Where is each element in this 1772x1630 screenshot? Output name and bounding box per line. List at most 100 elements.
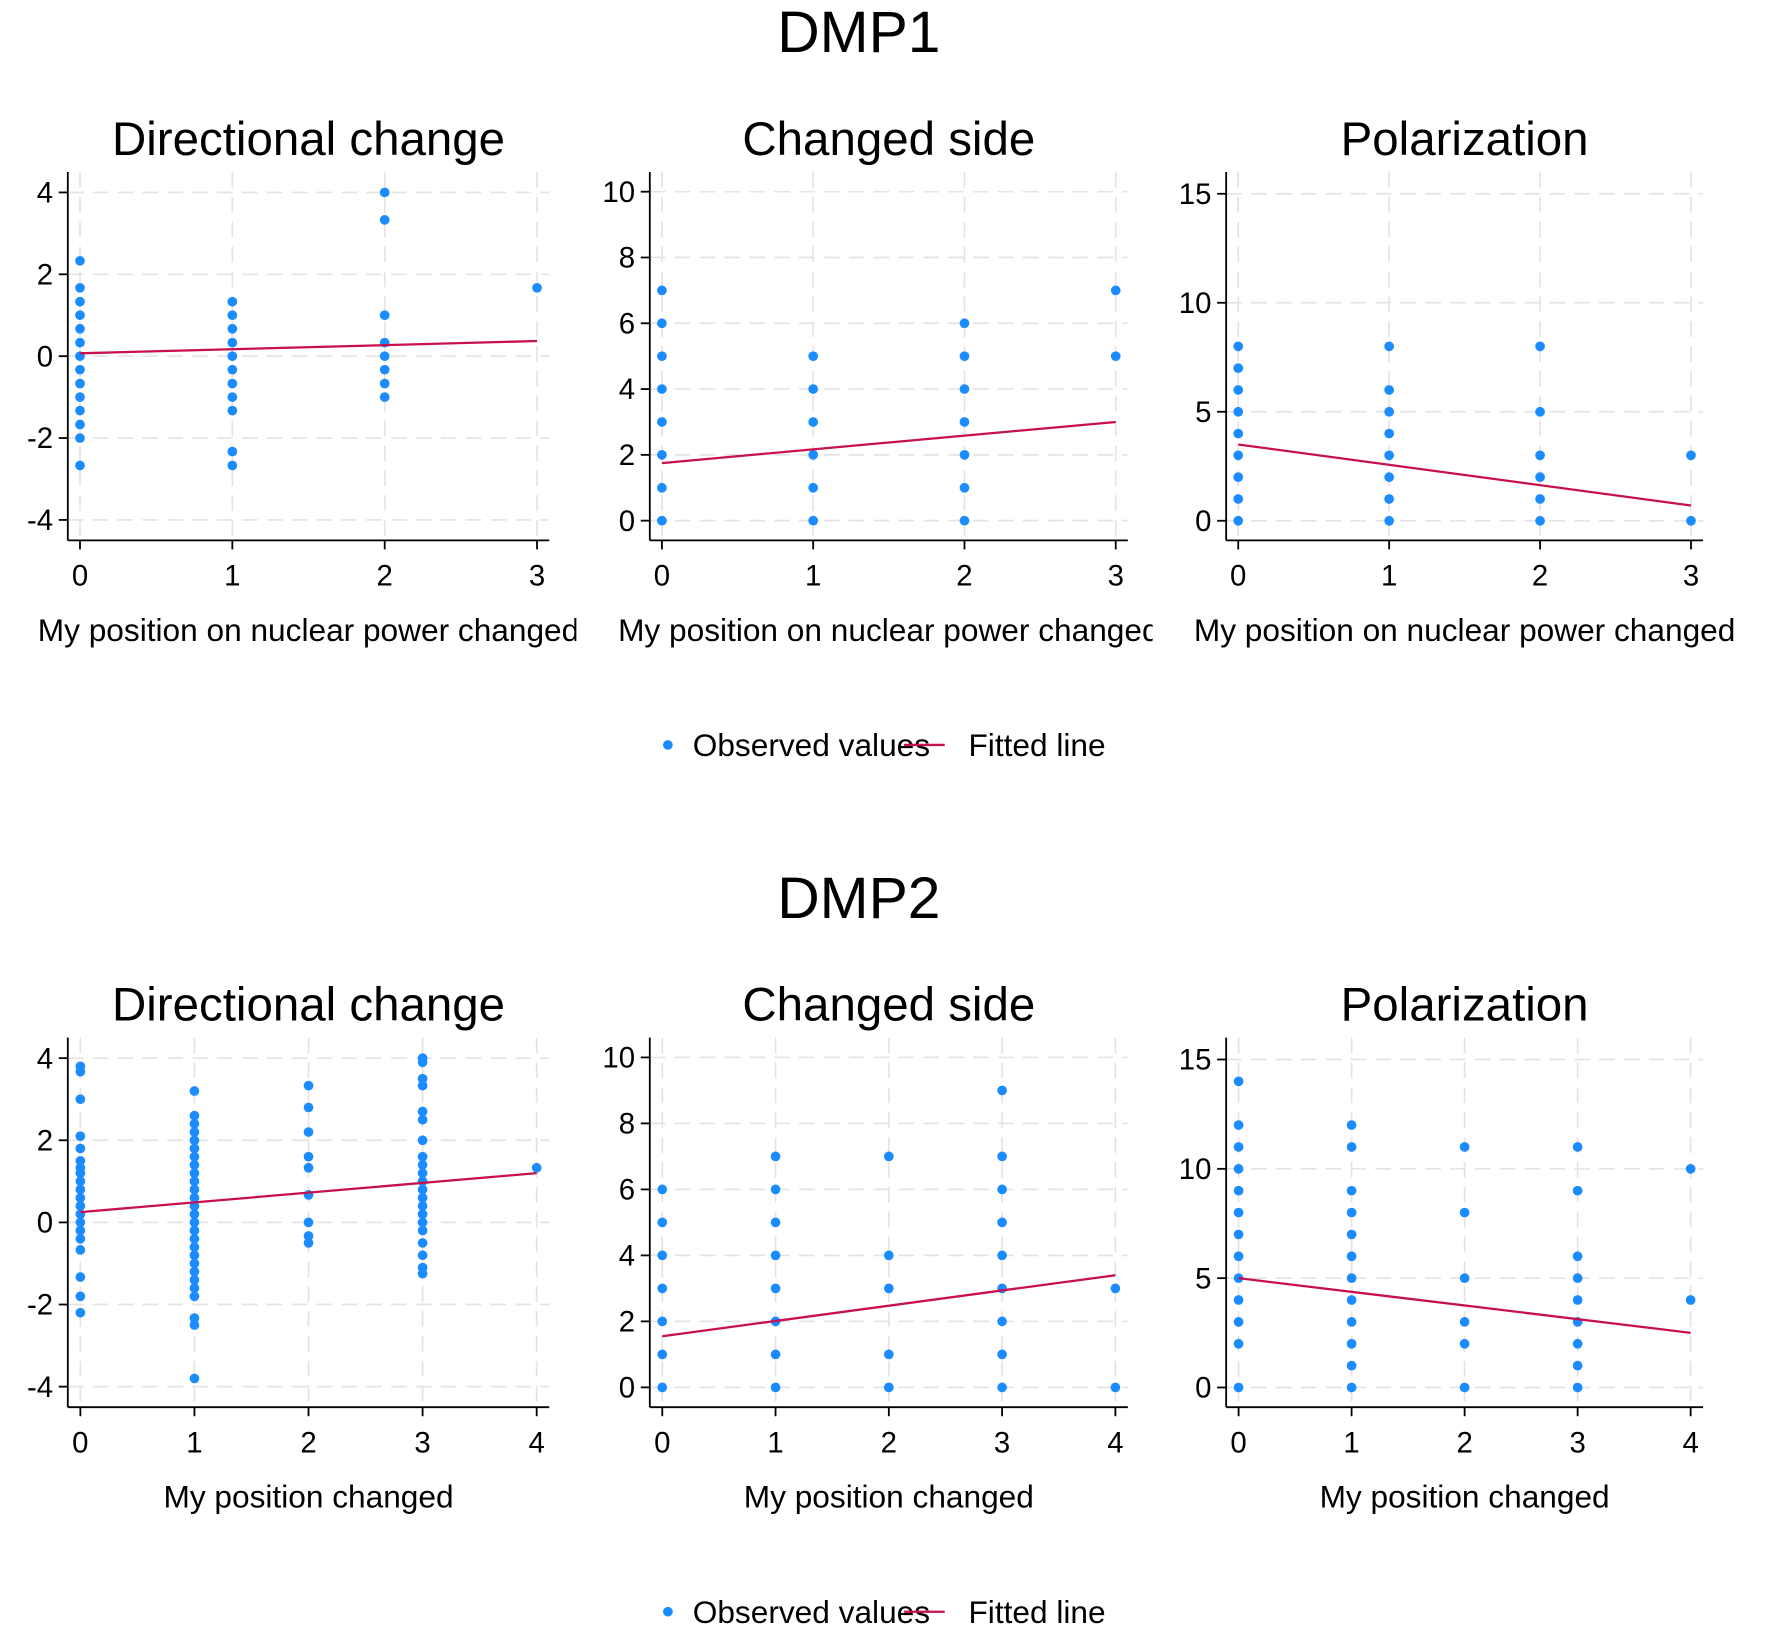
point bbox=[189, 1143, 200, 1154]
point bbox=[303, 1217, 314, 1228]
point bbox=[1233, 1076, 1244, 1087]
legend-label: Observed values bbox=[693, 727, 930, 763]
point bbox=[379, 378, 390, 389]
point bbox=[75, 1245, 86, 1255]
point bbox=[417, 1184, 428, 1195]
point bbox=[531, 1162, 542, 1173]
point bbox=[1384, 385, 1395, 395]
point bbox=[1572, 1185, 1583, 1196]
legend: Observed values Fitted line bbox=[663, 1594, 1106, 1630]
point bbox=[657, 1283, 668, 1294]
point bbox=[1233, 1163, 1244, 1174]
point bbox=[1110, 1283, 1121, 1294]
panel-title: Directional change bbox=[112, 979, 505, 1032]
point bbox=[1346, 1142, 1357, 1152]
panel: Directional change -4 -2 0 2 4 0 1 2 3 4 My positio… bbox=[27, 979, 550, 1515]
point bbox=[227, 405, 238, 416]
point bbox=[1233, 515, 1244, 526]
x-tick-label: 2 bbox=[881, 1426, 897, 1459]
panel-title: Changed side bbox=[742, 113, 1035, 166]
point bbox=[417, 1114, 428, 1125]
y-tick-label: 10 bbox=[1179, 1153, 1212, 1186]
x-tick-label: 0 bbox=[72, 560, 88, 593]
point bbox=[227, 446, 238, 457]
x-tick-label: 3 bbox=[414, 1426, 430, 1459]
point bbox=[75, 282, 85, 293]
point bbox=[1346, 1382, 1357, 1393]
point bbox=[417, 1168, 428, 1178]
point bbox=[75, 1307, 86, 1318]
y-tick-label: 2 bbox=[37, 1124, 53, 1157]
point bbox=[189, 1258, 200, 1269]
panel: Directional change -4 -2 0 2 4 0 1 2 3 My position… bbox=[27, 113, 576, 648]
y-tick-label: 10 bbox=[602, 1042, 635, 1075]
point bbox=[770, 1283, 781, 1294]
point bbox=[303, 1102, 314, 1113]
point bbox=[1384, 515, 1395, 526]
point bbox=[883, 1283, 894, 1294]
fitted-line bbox=[1238, 443, 1692, 507]
point bbox=[75, 1291, 86, 1302]
x-tick-label: 1 bbox=[1343, 1426, 1359, 1459]
point bbox=[1346, 1360, 1357, 1371]
panel: Polarization 0 5 10 15 0 1 2 3 4 My position chang… bbox=[1179, 979, 1704, 1515]
point bbox=[189, 1110, 200, 1121]
x-tick-label: 0 bbox=[1230, 560, 1246, 593]
point bbox=[417, 1073, 428, 1084]
point bbox=[883, 1151, 894, 1162]
point bbox=[75, 364, 85, 375]
panel-title: Changed side bbox=[742, 979, 1035, 1032]
y-tick-label: 5 bbox=[1195, 396, 1211, 429]
point bbox=[75, 1143, 86, 1154]
point bbox=[75, 1192, 86, 1203]
point bbox=[75, 433, 85, 443]
y-tick-label: 10 bbox=[602, 176, 635, 209]
x-tick-label: 0 bbox=[654, 1426, 670, 1459]
x-tick-label: 1 bbox=[767, 1426, 783, 1459]
point bbox=[75, 1066, 86, 1077]
point bbox=[883, 1382, 894, 1393]
point bbox=[303, 1238, 314, 1248]
point bbox=[808, 515, 819, 526]
point bbox=[997, 1349, 1007, 1360]
point bbox=[417, 1209, 428, 1220]
point bbox=[657, 1382, 668, 1393]
y-tick-label: 8 bbox=[619, 242, 635, 275]
x-axis-label: My position changed bbox=[744, 1479, 1034, 1515]
y-tick-label: 0 bbox=[1195, 1372, 1211, 1405]
point bbox=[189, 1283, 200, 1293]
point bbox=[303, 1127, 314, 1137]
point bbox=[657, 1349, 668, 1360]
point bbox=[1346, 1207, 1357, 1218]
x-tick-label: 3 bbox=[1108, 560, 1124, 593]
legend-label: Fitted line bbox=[968, 1594, 1105, 1630]
point bbox=[189, 1151, 200, 1162]
point bbox=[959, 450, 970, 460]
point bbox=[770, 1250, 781, 1261]
point bbox=[1233, 1273, 1244, 1284]
point bbox=[1233, 428, 1244, 439]
x-tick-label: 3 bbox=[994, 1426, 1010, 1459]
x-tick-label: 2 bbox=[377, 560, 393, 593]
point bbox=[417, 1160, 428, 1170]
point bbox=[189, 1135, 200, 1146]
y-tick-label: 5 bbox=[1195, 1262, 1211, 1295]
point bbox=[417, 1192, 428, 1203]
point bbox=[75, 1201, 86, 1211]
point bbox=[189, 1320, 200, 1330]
point bbox=[1233, 385, 1244, 395]
panel-title: Polarization bbox=[1341, 979, 1589, 1032]
x-tick-label: 3 bbox=[529, 560, 545, 593]
point bbox=[75, 1131, 86, 1142]
point bbox=[1459, 1142, 1470, 1152]
point bbox=[808, 384, 819, 394]
point bbox=[997, 1250, 1007, 1261]
point bbox=[417, 1106, 428, 1117]
point bbox=[189, 1160, 200, 1170]
point bbox=[379, 187, 390, 198]
x-tick-label: 4 bbox=[1682, 1426, 1698, 1459]
x-tick-label: 1 bbox=[805, 560, 821, 593]
point bbox=[227, 378, 238, 389]
x-tick-label: 1 bbox=[186, 1426, 202, 1459]
point bbox=[770, 1217, 781, 1228]
